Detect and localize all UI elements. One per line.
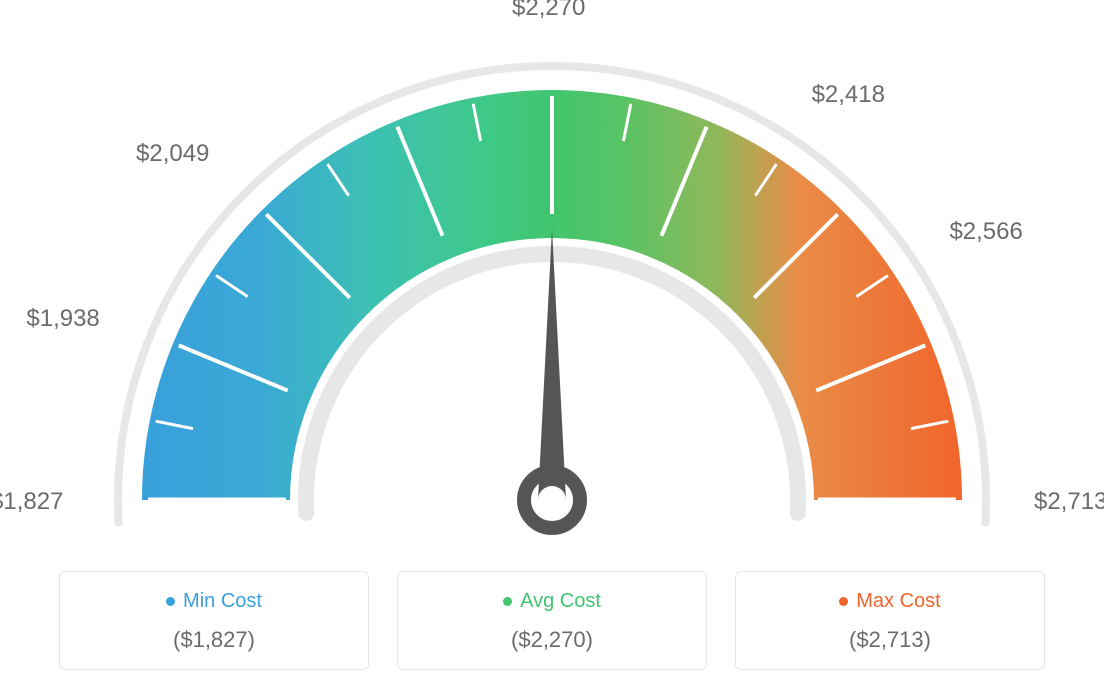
legend-dot-min: [166, 597, 175, 606]
gauge-tick-label: $2,418: [812, 81, 885, 109]
legend-card-max: Max Cost ($2,713): [735, 571, 1045, 670]
legend-card-min: Min Cost ($1,827): [59, 571, 369, 670]
gauge-svg: [42, 30, 1062, 550]
gauge-chart: $1,827 $1,938 $2,049 $2,270 $2,418 $2,566 $2,7…: [0, 0, 1104, 540]
gauge-tick-label: $2,713: [1034, 488, 1104, 516]
gauge-tick-label: $1,827: [0, 488, 63, 516]
gauge-tick-label: $1,938: [26, 305, 99, 333]
legend-value-avg: ($2,270): [410, 627, 694, 653]
legend-title-max: Max Cost: [839, 590, 940, 613]
legend-title-min-text: Min Cost: [183, 590, 262, 613]
legend-dot-max: [839, 597, 848, 606]
legend-title-max-text: Max Cost: [856, 590, 940, 613]
legend-title-avg: Avg Cost: [503, 590, 601, 613]
legend-title-min: Min Cost: [166, 590, 262, 613]
legend-card-avg: Avg Cost ($2,270): [397, 571, 707, 670]
legend-dot-avg: [503, 597, 512, 606]
gauge-tick-label: $2,566: [949, 218, 1022, 246]
legend-value-min: ($1,827): [72, 627, 356, 653]
gauge-tick-label: $2,270: [512, 0, 585, 22]
legend-row: Min Cost ($1,827) Avg Cost ($2,270) Max …: [0, 571, 1104, 670]
legend-title-avg-text: Avg Cost: [520, 590, 601, 613]
legend-value-max: ($2,713): [748, 627, 1032, 653]
gauge-tick-label: $2,049: [136, 140, 209, 168]
